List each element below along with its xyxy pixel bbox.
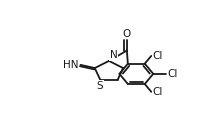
Text: HN: HN: [63, 60, 79, 70]
Text: Cl: Cl: [167, 69, 178, 79]
Text: N: N: [110, 50, 118, 60]
Text: S: S: [97, 81, 103, 91]
Text: Cl: Cl: [152, 51, 163, 61]
Text: Cl: Cl: [152, 87, 163, 97]
Text: O: O: [123, 29, 131, 39]
